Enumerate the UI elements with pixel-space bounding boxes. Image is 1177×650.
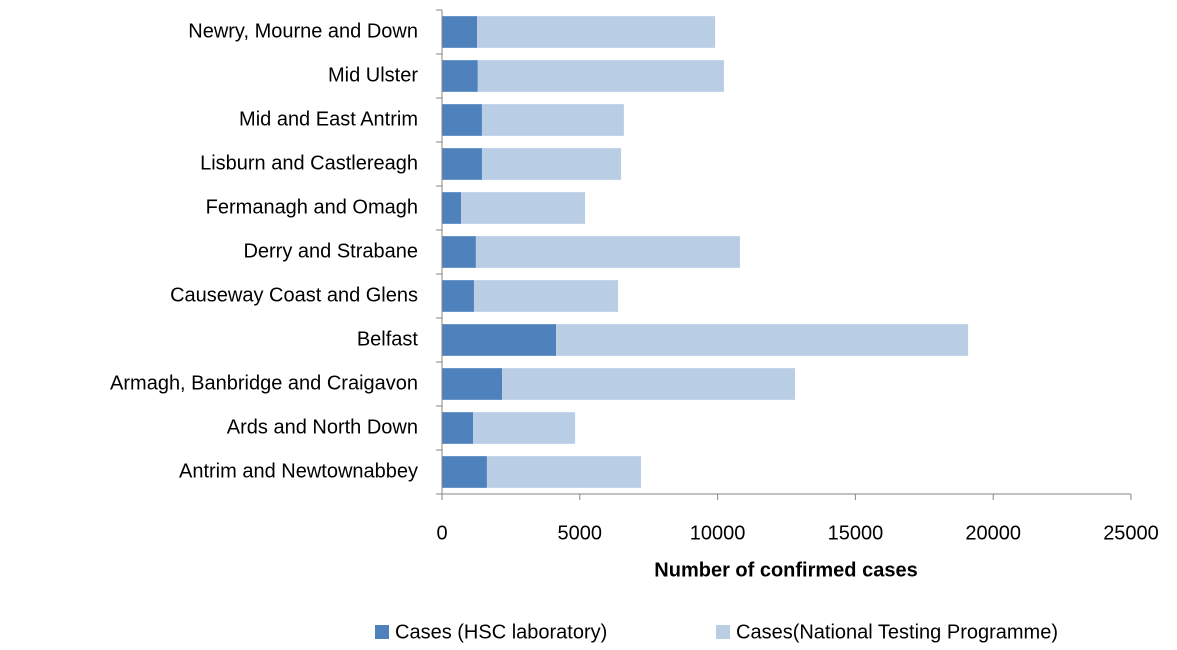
bar — [461, 192, 586, 224]
bar — [442, 368, 503, 400]
x-tick-label: 10000 — [690, 522, 746, 544]
y-tick-label: Causeway Coast and Glens — [170, 284, 418, 306]
y-tick-label: Fermanagh and Omagh — [206, 196, 418, 218]
x-axis-title: Number of confirmed cases — [654, 559, 917, 581]
bar — [442, 148, 482, 180]
y-tick-label: Armagh, Banbridge and Craigavon — [110, 372, 418, 394]
y-tick-label: Antrim and Newtownabbey — [179, 460, 418, 482]
bar — [475, 236, 740, 268]
bar — [442, 280, 474, 312]
bar — [473, 412, 576, 444]
legend-label: Cases (HSC laboratory) — [395, 621, 607, 643]
bar — [473, 280, 619, 312]
bar — [502, 368, 796, 400]
bar — [442, 412, 474, 444]
y-tick-label: Belfast — [357, 328, 419, 350]
y-tick-label: Newry, Mourne and Down — [188, 20, 418, 42]
bar — [481, 104, 624, 136]
y-tick-label: Ards and North Down — [227, 416, 418, 438]
x-tick-label: 25000 — [1103, 522, 1159, 544]
bar — [442, 324, 557, 356]
legend-label: Cases(National Testing Programme) — [736, 621, 1058, 643]
bar — [486, 456, 641, 488]
bar — [442, 192, 462, 224]
y-tick-label: Mid and East Antrim — [239, 108, 418, 130]
bar — [477, 60, 724, 92]
x-tick-label: 5000 — [558, 522, 603, 544]
bar — [442, 236, 476, 268]
y-tick-label: Mid Ulster — [328, 64, 418, 86]
y-tick-label: Lisburn and Castlereagh — [200, 152, 418, 174]
legend-swatch — [716, 625, 730, 639]
bar — [442, 456, 487, 488]
bar — [442, 104, 482, 136]
bar — [477, 16, 716, 48]
y-tick-label: Derry and Strabane — [243, 240, 418, 262]
x-tick-label: 0 — [436, 522, 447, 544]
bar — [442, 16, 478, 48]
legend-swatch — [375, 625, 389, 639]
x-tick-label: 15000 — [828, 522, 884, 544]
bar — [481, 148, 622, 180]
x-tick-label: 20000 — [965, 522, 1021, 544]
bar — [556, 324, 969, 356]
bar — [442, 60, 478, 92]
